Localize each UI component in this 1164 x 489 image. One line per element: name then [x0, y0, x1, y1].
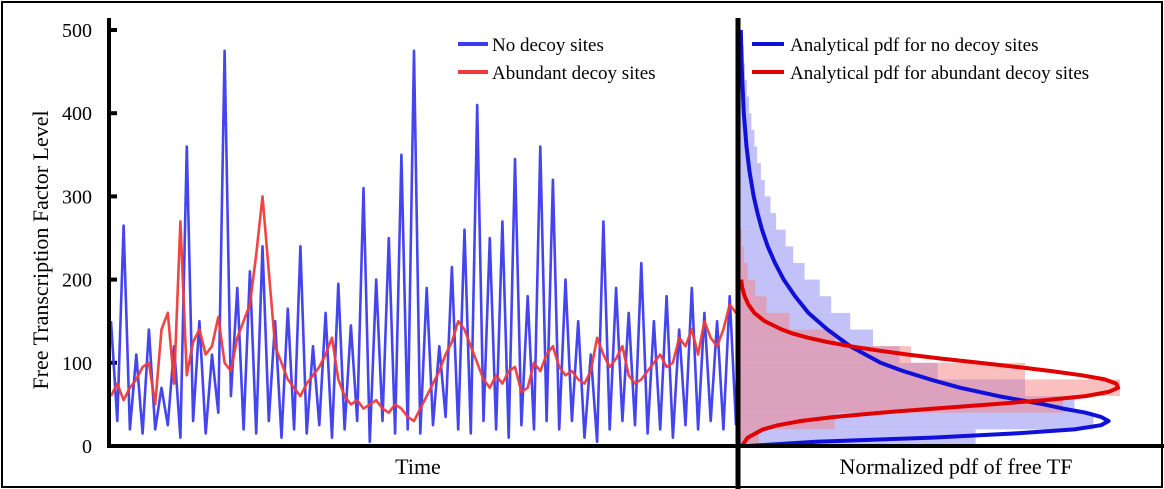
histogram-abundant-decoy [740, 229, 1120, 446]
legend-label-no-decoy: No decoy sites [492, 35, 604, 56]
y-tick-label: 0 [82, 436, 92, 458]
pdf-curve-no-decoy [738, 29, 1111, 448]
y-axis-ticks: 0 100 200 300 400 500 [62, 20, 117, 458]
series-line-no-decoy [109, 49, 738, 444]
y-tick-label: 400 [62, 103, 92, 125]
histogram-bar-abundant-decoy [740, 412, 835, 430]
histogram-bar-abundant-decoy [740, 329, 835, 347]
legend-right: Analytical pdf for no decoy sites Analyt… [752, 35, 1089, 84]
x-axis-title: Time [395, 454, 441, 479]
histogram-bar-no-decoy [740, 279, 820, 297]
histogram-bar-abundant-decoy [740, 362, 1025, 380]
histogram-bar-abundant-decoy [740, 396, 1063, 413]
legend-label-pdf-no-decoy: Analytical pdf for no decoy sites [790, 35, 1039, 56]
time-series-panel: 0 100 200 300 400 500 Time Free Transcription… [28, 18, 740, 479]
pdf-curve-abundant-decoy [739, 279, 1121, 448]
y-tick-label: 500 [62, 20, 92, 42]
legend-label-pdf-abundant-decoy: Analytical pdf for abundant decoy sites [790, 63, 1089, 84]
time-series-lines [109, 49, 738, 444]
y-tick-label: 200 [62, 270, 92, 292]
histogram-bar-abundant-decoy [740, 246, 744, 263]
y-tick-label: 100 [62, 353, 92, 375]
pdf-x-axis-title: Normalized pdf of free TF [840, 454, 1073, 479]
pdf-panel: Normalized pdf of free TF Analytical pdf… [735, 18, 1164, 489]
analytical-pdf-curves [738, 29, 1121, 448]
legend-label-abundant-decoy: Abundant decoy sites [492, 63, 656, 84]
histogram-bar-abundant-decoy [740, 262, 748, 280]
legend-left: No decoy sites Abundant decoy sites [458, 35, 656, 84]
histogram-bar-abundant-decoy [740, 229, 742, 247]
histogram-bar-no-decoy [740, 246, 794, 263]
series-line-abundant-decoy [109, 195, 738, 423]
histogram-bar-abundant-decoy [740, 346, 911, 363]
histogram-bar-no-decoy [740, 262, 805, 280]
histogram-bar-abundant-decoy [740, 379, 1120, 397]
y-tick-label: 300 [62, 186, 92, 208]
y-axis-title: Free Transcription Factor Level [28, 110, 53, 389]
